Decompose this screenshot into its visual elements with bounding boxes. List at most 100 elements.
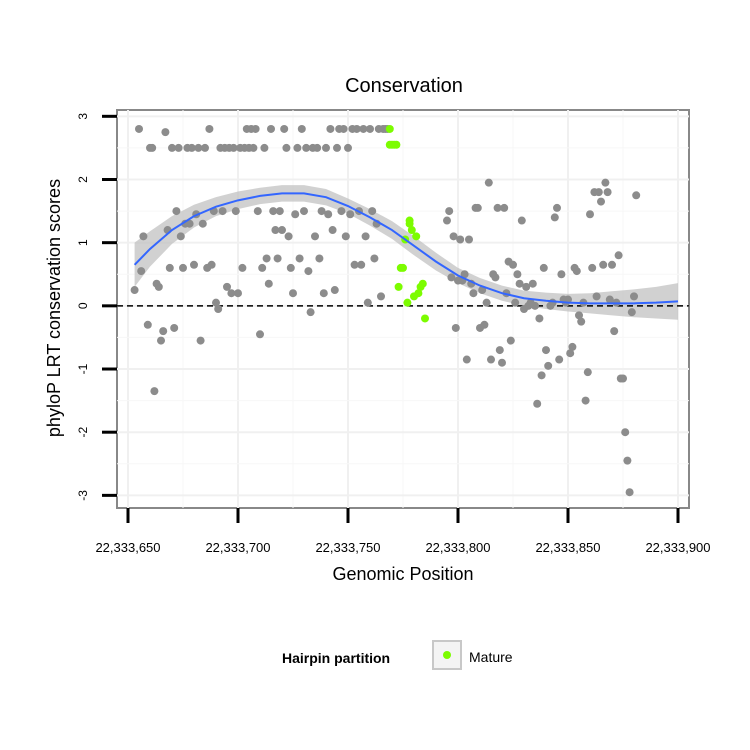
- hairpin-point: [271, 226, 280, 235]
- chart-title: Conservation: [345, 75, 463, 97]
- hairpin-point: [608, 260, 616, 269]
- hairpin-point: [282, 143, 291, 152]
- hairpin-point: [445, 207, 454, 216]
- smooth-line-group: [133, 192, 679, 305]
- hairpin-point: [473, 203, 482, 212]
- hairpin-point: [451, 323, 460, 332]
- mature-point: [399, 263, 407, 272]
- hairpin-point: [297, 124, 306, 133]
- mature-point: [392, 140, 401, 149]
- y-tick-label: -2: [76, 427, 90, 438]
- hairpin-point: [262, 254, 271, 263]
- x-tick-label: 22,333,650: [95, 540, 160, 555]
- mature-point: [414, 289, 423, 298]
- hairpin-point: [597, 197, 605, 206]
- hairpin-point: [537, 371, 546, 380]
- hairpin-point: [154, 282, 163, 291]
- hairpin-point: [350, 260, 359, 269]
- hairpin-point: [300, 207, 308, 216]
- hairpin-point: [614, 251, 623, 260]
- hairpin-point: [359, 124, 368, 133]
- hairpin-point: [176, 232, 185, 241]
- x-tick-label: 22,333,900: [645, 540, 710, 555]
- hairpin-point: [148, 143, 157, 152]
- hairpin-point: [550, 213, 559, 222]
- hairpin-point: [311, 232, 319, 241]
- hairpin-point: [284, 232, 293, 241]
- hairpin-point: [170, 323, 179, 332]
- mature-point: [407, 226, 416, 235]
- hairpin-point: [143, 320, 152, 329]
- hairpin-point: [326, 124, 335, 133]
- y-tick-label: -1: [76, 363, 90, 374]
- hairpin-point: [509, 260, 517, 269]
- hairpin-point: [330, 286, 339, 295]
- hairpin-point: [572, 267, 581, 276]
- hairpin-point: [256, 330, 264, 339]
- hairpin-point: [577, 317, 586, 326]
- hairpin-point: [207, 260, 216, 269]
- hairpin-point: [515, 279, 524, 288]
- hairpin-point: [522, 282, 531, 291]
- hairpin-point: [137, 267, 146, 276]
- legend-mature-dot-icon: [443, 651, 451, 659]
- hairpin-point: [460, 270, 469, 279]
- hairpin-point: [185, 219, 194, 228]
- hairpin-point: [575, 311, 583, 320]
- mature-point: [405, 216, 414, 225]
- grid-lines: [117, 110, 689, 508]
- hairpin-point: [337, 207, 346, 216]
- y-tick-label: 2: [76, 176, 90, 183]
- hairpin-point: [201, 143, 209, 152]
- hairpin-point: [592, 292, 601, 301]
- hairpin-point: [251, 124, 260, 133]
- hairpin-point: [214, 305, 223, 313]
- hairpin-point: [623, 456, 632, 465]
- hairpin-point: [500, 203, 509, 212]
- hairpin-point: [260, 143, 269, 152]
- hairpin-point: [346, 210, 355, 219]
- hairpin-point: [286, 263, 295, 272]
- hairpin-point: [632, 191, 641, 200]
- hairpin-point: [449, 232, 458, 241]
- mature-point: [421, 314, 429, 323]
- hairpin-point: [535, 314, 544, 323]
- hairpin-point: [295, 254, 304, 263]
- hairpin-point: [480, 320, 489, 329]
- hairpin-point: [291, 210, 300, 219]
- hairpin-point: [328, 226, 337, 235]
- hairpin-point: [187, 143, 196, 152]
- hairpin-point: [603, 188, 612, 197]
- hairpin-point: [157, 336, 165, 345]
- hairpin-point: [619, 374, 627, 383]
- mature-point: [394, 282, 403, 291]
- hairpin-point: [304, 267, 313, 276]
- hairpin-point: [324, 210, 333, 219]
- y-tick-label: 3: [76, 113, 90, 120]
- hairpin-point: [198, 219, 207, 228]
- hairpin-point: [555, 355, 564, 364]
- hairpin-point: [218, 207, 227, 216]
- hairpin-point: [363, 298, 372, 307]
- hairpin-point: [487, 355, 495, 364]
- hairpin-point: [174, 143, 183, 152]
- hairpin-point: [267, 124, 275, 133]
- hairpin-point: [469, 289, 478, 298]
- hairpin-point: [506, 336, 515, 345]
- hairpin-point: [212, 298, 220, 307]
- hairpin-point: [238, 263, 247, 272]
- hairpin-point: [539, 263, 548, 272]
- hairpin-point: [135, 124, 143, 133]
- hairpin-point: [168, 143, 176, 152]
- x-axis-label: Genomic Position: [332, 564, 473, 584]
- hairpin-point: [278, 226, 286, 235]
- hairpin-point: [249, 143, 258, 152]
- hairpin-point: [333, 143, 341, 152]
- hairpin-point: [150, 387, 159, 396]
- hairpin-point: [280, 124, 289, 133]
- axes: -3 -2 -1 0 1 2 3 22,333,650 22,333,700 22,333,750…: [76, 113, 711, 555]
- hairpin-point: [258, 263, 267, 272]
- hairpin-point: [159, 327, 168, 336]
- hairpin-point: [339, 124, 348, 133]
